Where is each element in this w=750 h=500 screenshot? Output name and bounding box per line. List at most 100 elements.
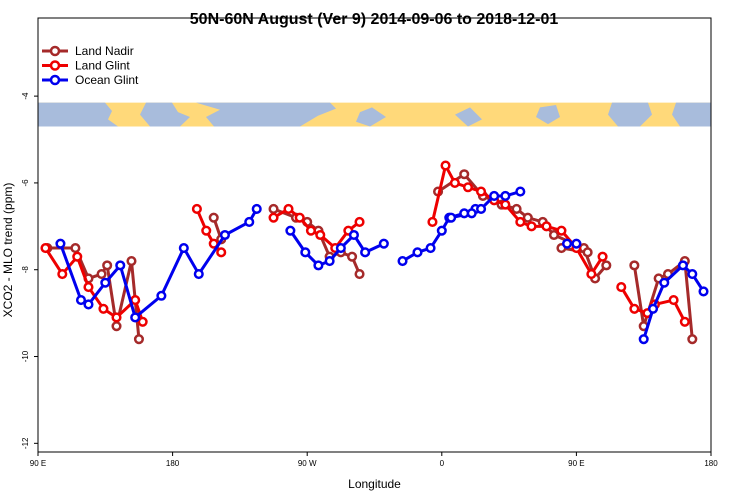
data-point-ocean-glint (698, 286, 709, 297)
data-point-land-glint (294, 212, 305, 223)
data-point-land-nadir (268, 203, 279, 215)
data-point-ocean-glint (489, 190, 500, 201)
data-point-land-nadir (629, 260, 640, 271)
data-point-land-glint (500, 199, 511, 210)
data-point-ocean-glint (436, 225, 447, 236)
x-tick-label: 90 E (568, 459, 584, 468)
data-point-ocean-glint (397, 255, 408, 267)
data-point-land-nadir (522, 212, 533, 223)
map-ocean-region (608, 102, 652, 127)
y-tick-label: -6 (21, 179, 30, 187)
plot-frame (37, 17, 712, 453)
map-ocean-region (672, 102, 711, 127)
data-point-land-nadir (459, 169, 470, 180)
data-point-ocean-glint (55, 238, 66, 249)
data-point-land-glint (616, 282, 627, 293)
data-point-land-nadir (354, 269, 365, 280)
y-tick-label: -4 (21, 92, 30, 100)
data-point-ocean-glint (638, 334, 649, 345)
data-point-land-glint (83, 282, 94, 293)
data-point-ocean-glint (466, 208, 477, 219)
y-axis: -4 -6 -8 -10 -12 (21, 92, 38, 449)
data-point-ocean-glint (156, 290, 167, 301)
data-point-land-nadir (687, 334, 698, 345)
data-point-land-glint (679, 316, 690, 327)
data-point-land-glint (427, 216, 438, 228)
data-point-ocean-glint (219, 229, 230, 241)
data-point-land-glint (201, 225, 212, 236)
data-point-land-glint (315, 229, 326, 241)
data-point-ocean-glint (313, 260, 324, 271)
data-point-land-glint (111, 312, 122, 323)
data-point-land-nadir (347, 251, 358, 262)
y-tick-label: -8 (21, 266, 30, 274)
series-line-land-nadir (632, 259, 694, 340)
data-point-ocean-glint (324, 255, 335, 267)
data-point-ocean-glint (378, 238, 389, 249)
data-point-land-nadir (601, 260, 612, 271)
data-point-ocean-glint (412, 247, 423, 258)
data-point-land-glint (130, 295, 141, 306)
data-point-ocean-glint (562, 238, 573, 249)
data-point-land-glint (526, 221, 537, 232)
legend-item-land-glint: Land Glint (42, 59, 130, 73)
map-ocean-region (38, 102, 118, 127)
y-tick-label: -10 (21, 350, 30, 362)
data-point-land-nadir (208, 212, 219, 223)
x-tick-label: 90 E (30, 459, 46, 468)
data-point-ocean-glint (515, 186, 526, 197)
data-point-land-nadir (511, 203, 522, 215)
x-axis: 90 E 180 90 W 0 90 E 180 (30, 452, 718, 468)
data-point-ocean-glint (130, 312, 141, 323)
data-point-ocean-glint (677, 260, 689, 271)
legend-label: Land Nadir (75, 44, 134, 58)
data-point-land-glint (476, 186, 487, 197)
data-point-land-nadir (102, 260, 113, 271)
data-point-ocean-glint (285, 225, 296, 236)
data-point-land-glint (586, 269, 597, 280)
data-point-ocean-glint (115, 260, 126, 271)
data-point-land-glint (191, 203, 202, 215)
legend-item-ocean-glint: Ocean Glint (42, 73, 139, 87)
data-point-land-glint (629, 303, 640, 314)
x-tick-label: 0 (440, 459, 445, 468)
data-point-land-glint (216, 247, 227, 258)
data-point-land-glint (354, 216, 365, 228)
data-point-land-glint (462, 182, 474, 193)
data-point-land-glint (137, 316, 148, 327)
data-point-land-glint (72, 251, 83, 262)
map-ocean-region (196, 102, 336, 127)
legend-marker (49, 60, 61, 71)
data-point-land-glint (541, 221, 552, 232)
chart-title: 50N-60N August (Ver 9) 2014-09-06 to 201… (190, 11, 559, 28)
data-point-land-nadir (70, 242, 81, 254)
map-band (38, 102, 711, 127)
data-point-ocean-glint (687, 269, 698, 280)
x-tick-label: 90 W (298, 459, 317, 468)
series-layer (40, 160, 709, 345)
data-point-land-nadir (548, 229, 560, 241)
x-tick-label: 180 (166, 459, 180, 468)
map-ocean-region (536, 105, 560, 125)
data-point-land-nadir (133, 334, 144, 345)
data-point-land-glint (40, 242, 51, 254)
data-point-land-nadir (126, 255, 137, 267)
map-ocean-region (455, 107, 482, 127)
data-point-ocean-glint (193, 269, 204, 280)
data-point-land-glint (305, 225, 316, 236)
data-point-ocean-glint (476, 203, 487, 215)
data-point-land-glint (597, 251, 608, 262)
data-point-land-nadir (96, 269, 107, 280)
data-point-ocean-glint (446, 212, 457, 223)
x-axis-label: Longitude (348, 477, 401, 491)
data-point-ocean-glint (500, 190, 511, 201)
series-ocean-glint (55, 186, 709, 345)
data-point-land-nadir (582, 247, 593, 258)
data-point-land-glint (98, 303, 109, 314)
data-point-ocean-glint (335, 242, 346, 254)
data-point-ocean-glint (659, 277, 670, 288)
data-point-land-glint (668, 295, 679, 306)
map-ocean-region (356, 107, 386, 127)
data-point-ocean-glint (178, 242, 189, 254)
